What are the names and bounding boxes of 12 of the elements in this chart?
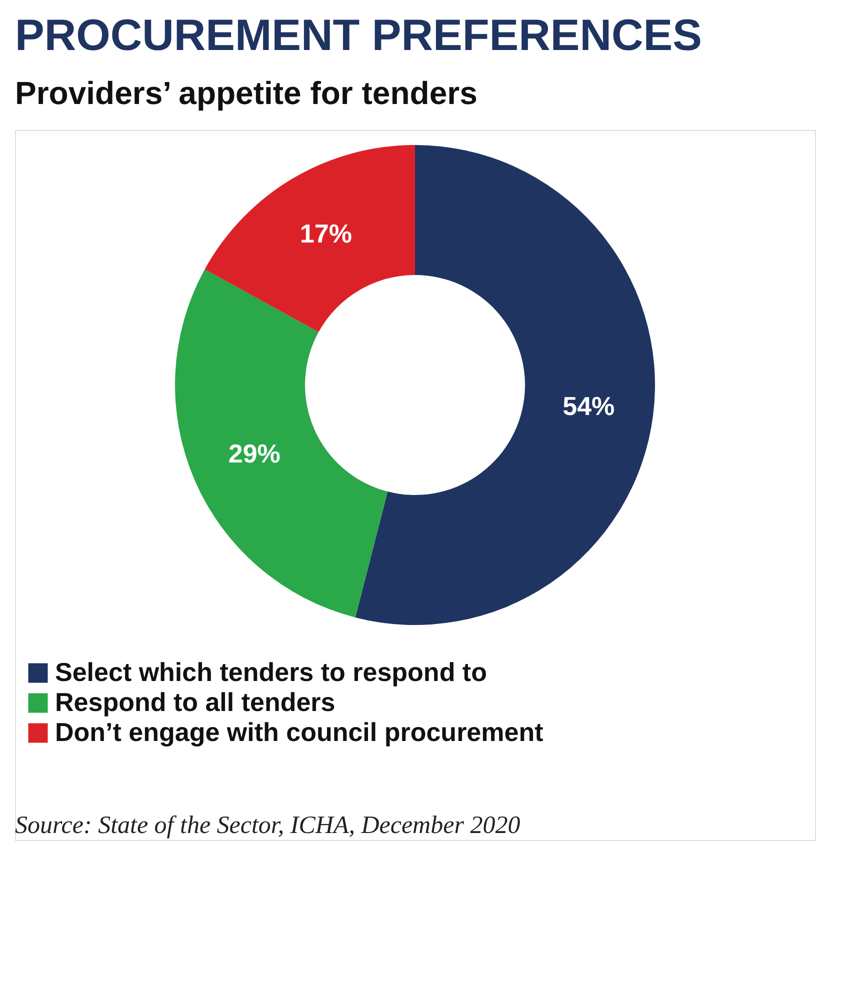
data-label: 54% <box>562 390 615 421</box>
source-note: Source: State of the Sector, ICHA, December 2020 <box>15 812 521 839</box>
chart-title: PROCUREMENT PREFERENCES <box>15 11 702 60</box>
legend-label: Don’t engage with council procurement <box>55 717 544 747</box>
legend-label: Select which tenders to respond to <box>55 657 487 687</box>
data-label: 17% <box>300 218 352 248</box>
legend-label: Respond to all tenders <box>55 687 336 717</box>
donut-slice <box>175 269 388 618</box>
donut-slice <box>355 145 655 625</box>
data-label: 29% <box>228 438 280 468</box>
donut-slice <box>204 145 415 332</box>
chart-subtitle: Providers’ appetite for tenders <box>15 75 478 111</box>
